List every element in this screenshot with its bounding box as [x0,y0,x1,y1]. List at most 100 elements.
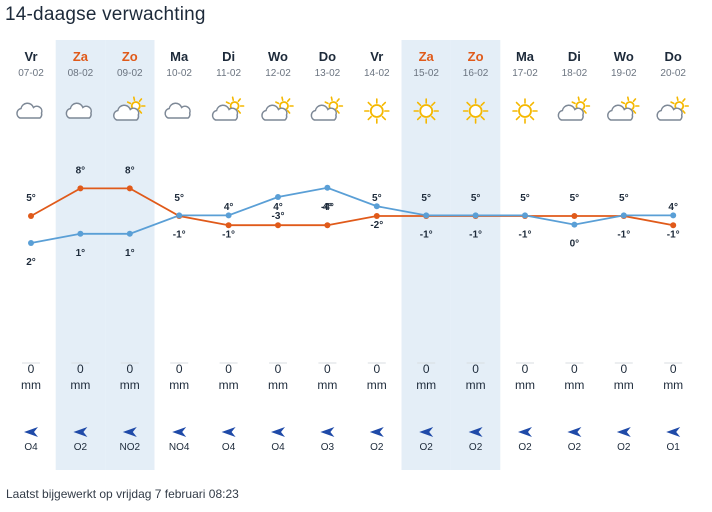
sun-ray [138,98,143,103]
day-name: Wo [614,49,634,64]
wind-arrow-icon [666,427,681,437]
sun-ray [381,101,387,107]
sun-ray [620,101,626,105]
precip-value: 0 [77,362,84,376]
sun-ray [237,109,242,114]
sun-cloud-icon [211,96,245,121]
precip-unit: mm [416,378,436,392]
min-temp-point [620,212,627,219]
wind-arrow-shape [518,427,532,437]
wind-arrow-shape [369,427,384,437]
cloud-shape [16,102,43,119]
max-temp-label: 5° [174,193,184,204]
sun-cloud-icon [656,96,690,121]
min-temp-point [472,212,479,219]
sun-ray [138,109,143,114]
precip-value: 0 [28,362,35,376]
min-temp-point [670,212,677,219]
min-temp-label: -2° [370,220,383,231]
min-temp-label: 1° [76,248,86,259]
sun-cloud-icon [261,96,294,121]
sun-ray [682,98,686,103]
sun-ray [583,98,587,103]
day-date: 15-02 [413,68,439,79]
sun-ray [416,115,422,121]
sun-ray [670,101,675,105]
day-date: 18-02 [562,68,588,79]
precip-value: 0 [423,362,430,376]
day-name: Vr [24,49,37,64]
wind-arrow-icon [24,427,38,437]
precip-unit: mm [564,378,584,392]
page-title: 14-daagse verwachting [5,4,206,25]
cloud-shape [557,104,584,121]
wind-arrow-icon [567,427,582,437]
sun-ray [431,101,436,107]
max-temp-point [126,185,133,192]
sun-ray [480,115,485,121]
day-name: Wo [268,49,288,64]
min-temp-label: -1° [667,229,680,240]
sun-ray [281,96,284,101]
wind-arrow-icon [221,427,236,437]
sun-ray [275,101,280,105]
sun-ray [529,115,535,121]
sun-ray [431,115,436,121]
day-date: 13-02 [315,68,341,79]
day-name: Ma [516,49,535,64]
min-temp-label: 1° [125,248,135,259]
min-temp-point [324,184,331,191]
min-temp-line [30,186,674,244]
cloud-shape [65,102,92,119]
wind-label: O2 [518,442,532,453]
precip-value: 0 [620,362,627,376]
sun-ray [583,109,587,114]
day-date: 08-02 [68,68,94,79]
precip-unit: mm [120,378,140,392]
min-temp-point [522,212,528,219]
wind-arrow-icon [172,427,187,437]
max-temp-label: 5° [520,193,530,204]
max-temp-line [30,187,674,227]
sun-ray [330,96,333,101]
min-temp-point [423,212,430,219]
wind-label: O4 [24,442,38,453]
sun-ray [237,98,242,103]
wind-label: O2 [568,442,582,453]
day-date: 10-02 [166,68,192,79]
cloud-shape [164,102,191,119]
sun-ray [529,101,535,107]
sun-disc [369,104,384,118]
wind-label: O4 [222,442,236,453]
wind-label: O3 [321,442,335,453]
day-name: Vr [370,49,383,64]
wind-arrow-icon [518,427,532,437]
min-temp-label: -1° [173,229,186,240]
cloud-icon [16,102,43,119]
max-temp-point [28,213,34,219]
precip-unit: mm [663,378,683,392]
min-temp-point [176,212,183,219]
precip-value: 0 [225,362,232,376]
max-temp-label: 8° [76,165,86,176]
min-temp-label: -1° [222,229,235,240]
max-temp-label: 5° [570,193,580,204]
precip-unit: mm [466,378,486,392]
max-temp-label: 5° [421,193,431,204]
wind-arrow-shape [73,427,88,437]
sun-ray [515,115,521,121]
day-name: Di [568,49,581,64]
day-date: 12-02 [265,68,291,79]
min-temp-point [571,221,578,228]
min-temp-point [275,194,281,200]
day-name: Do [665,49,682,64]
sun-ray [682,109,686,114]
sun-icon [363,98,390,124]
cloud-shape [656,104,683,121]
precip-unit: mm [614,378,634,392]
cloud-shape [607,104,634,121]
sun-ray [225,101,230,105]
max-temp-point [571,213,578,219]
day-name: Zo [468,49,484,64]
